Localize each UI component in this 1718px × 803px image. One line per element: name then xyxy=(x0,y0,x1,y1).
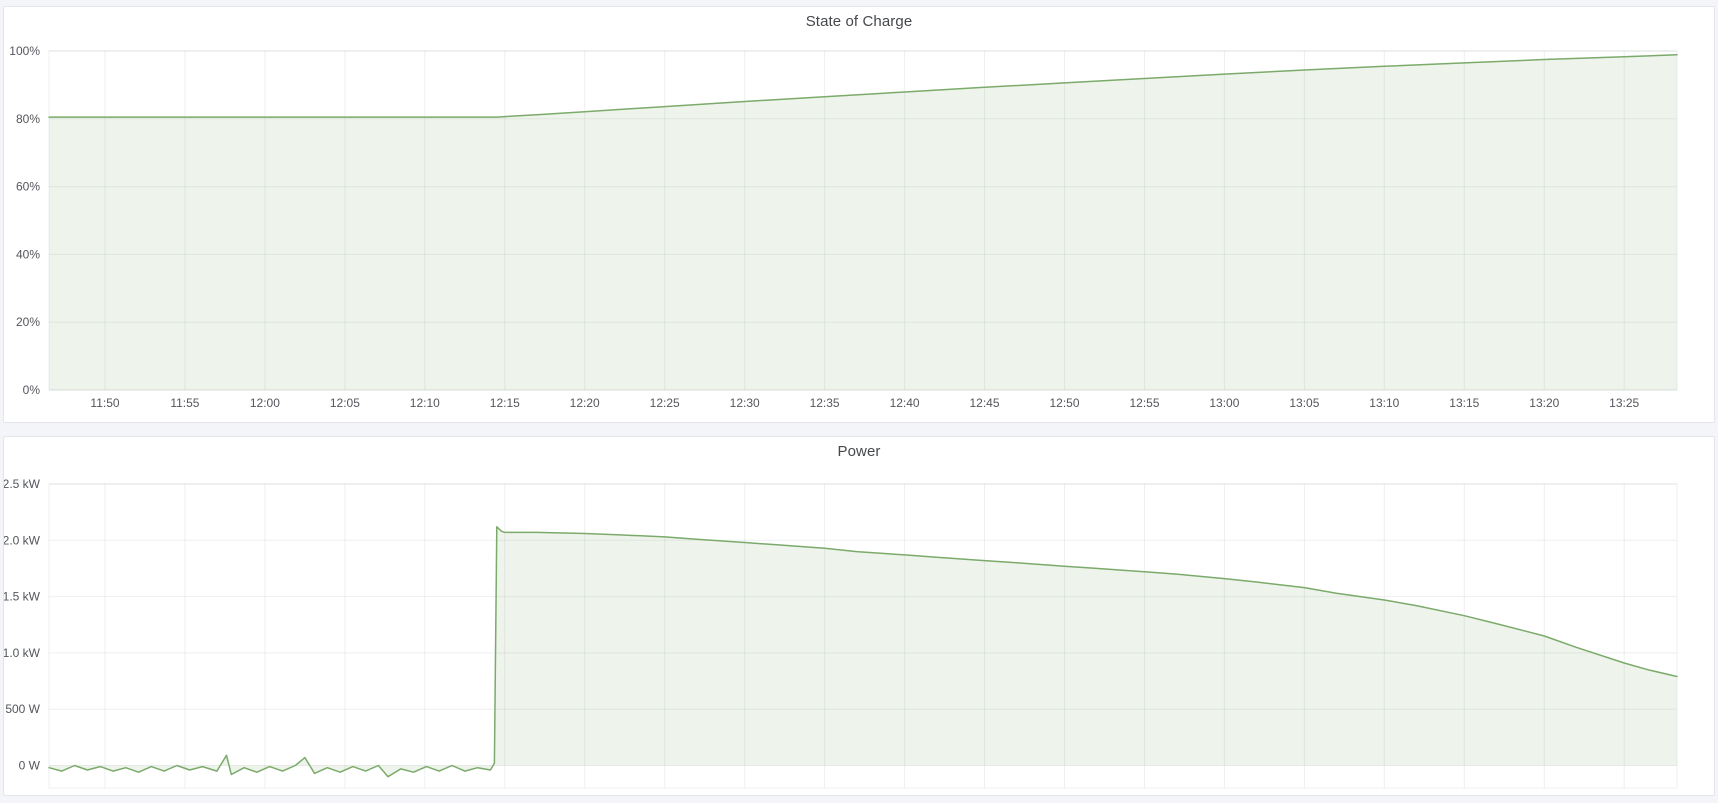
x-axis-tick-label: 11:55 xyxy=(170,396,199,410)
x-axis-tick-label: 12:55 xyxy=(1129,396,1159,410)
panel-title-state-of-charge[interactable]: State of Charge xyxy=(805,12,913,30)
state-of-charge-line xyxy=(48,53,1678,118)
x-axis-tick-label: 12:50 xyxy=(1049,396,1079,410)
x-axis-tick-label: 12:05 xyxy=(330,396,360,410)
y-axis-tick-label: 1.0 kW xyxy=(4,646,41,660)
y-axis-tick-label: 60% xyxy=(16,180,40,194)
state-of-charge-chart[interactable]: 0% 20% 40% 60% 80% 100% 11:50 11:55 12:00 12:05 12… xyxy=(4,35,1714,420)
x-axis-tick-label: 12:15 xyxy=(490,396,520,410)
panel-power: Power 0 W 500 W 1.0 kW 1.5 kW 2.0 kW 2.5 kW xyxy=(3,436,1715,796)
panel-header: Power xyxy=(4,437,1714,465)
x-axis-tick-label: 12:45 xyxy=(969,396,999,410)
y-axis-tick-label: 2.0 kW xyxy=(4,533,41,547)
state-of-charge-area xyxy=(49,54,1677,390)
x-axis-tick-label: 11:50 xyxy=(90,396,119,410)
y-axis-tick-label: 1.5 kW xyxy=(4,590,41,604)
y-axis-tick-label: 40% xyxy=(16,247,40,261)
power-chart[interactable]: 0 W 500 W 1.0 kW 1.5 kW 2.0 kW 2.5 kW xyxy=(4,465,1714,795)
panel-title-power[interactable]: Power xyxy=(837,442,881,460)
x-axis-tick-label: 13:00 xyxy=(1209,396,1239,410)
y-axis-tick-label: 20% xyxy=(16,315,40,329)
x-axis-tick-label: 13:25 xyxy=(1609,396,1639,410)
y-axis-tick-label: 500 W xyxy=(5,702,40,716)
x-axis-tick-label: 12:20 xyxy=(570,396,600,410)
x-axis-tick-label: 13:15 xyxy=(1449,396,1479,410)
x-axis-tick-label: 12:25 xyxy=(650,396,680,410)
y-axis-tick-label: 0% xyxy=(23,383,41,397)
power-area xyxy=(49,526,1677,777)
plot-border xyxy=(48,50,1678,391)
plot-border xyxy=(48,483,1678,789)
x-axis-tick-label: 12:35 xyxy=(810,396,840,410)
x-axis-tick-label: 12:10 xyxy=(410,396,440,410)
panel-header: State of Charge xyxy=(4,7,1714,35)
power-line xyxy=(48,526,1678,778)
x-axis-tick-label: 12:40 xyxy=(890,396,920,410)
x-axis-tick-label: 13:20 xyxy=(1529,396,1559,410)
x-axis-tick-label: 13:05 xyxy=(1289,396,1319,410)
x-axis-tick-label: 12:30 xyxy=(730,396,760,410)
y-axis-tick-label: 80% xyxy=(16,112,40,126)
x-axis-tick-label: 13:10 xyxy=(1369,396,1399,410)
y-axis-tick-label: 2.5 kW xyxy=(4,477,41,491)
x-axis-tick-label: 12:00 xyxy=(250,396,280,410)
panel-state-of-charge: State of Charge 0% 20% 40% 60% 80% 100% 11:50 1… xyxy=(3,6,1715,423)
y-axis-tick-label: 100% xyxy=(9,44,40,58)
y-axis-tick-label: 0 W xyxy=(19,759,41,773)
